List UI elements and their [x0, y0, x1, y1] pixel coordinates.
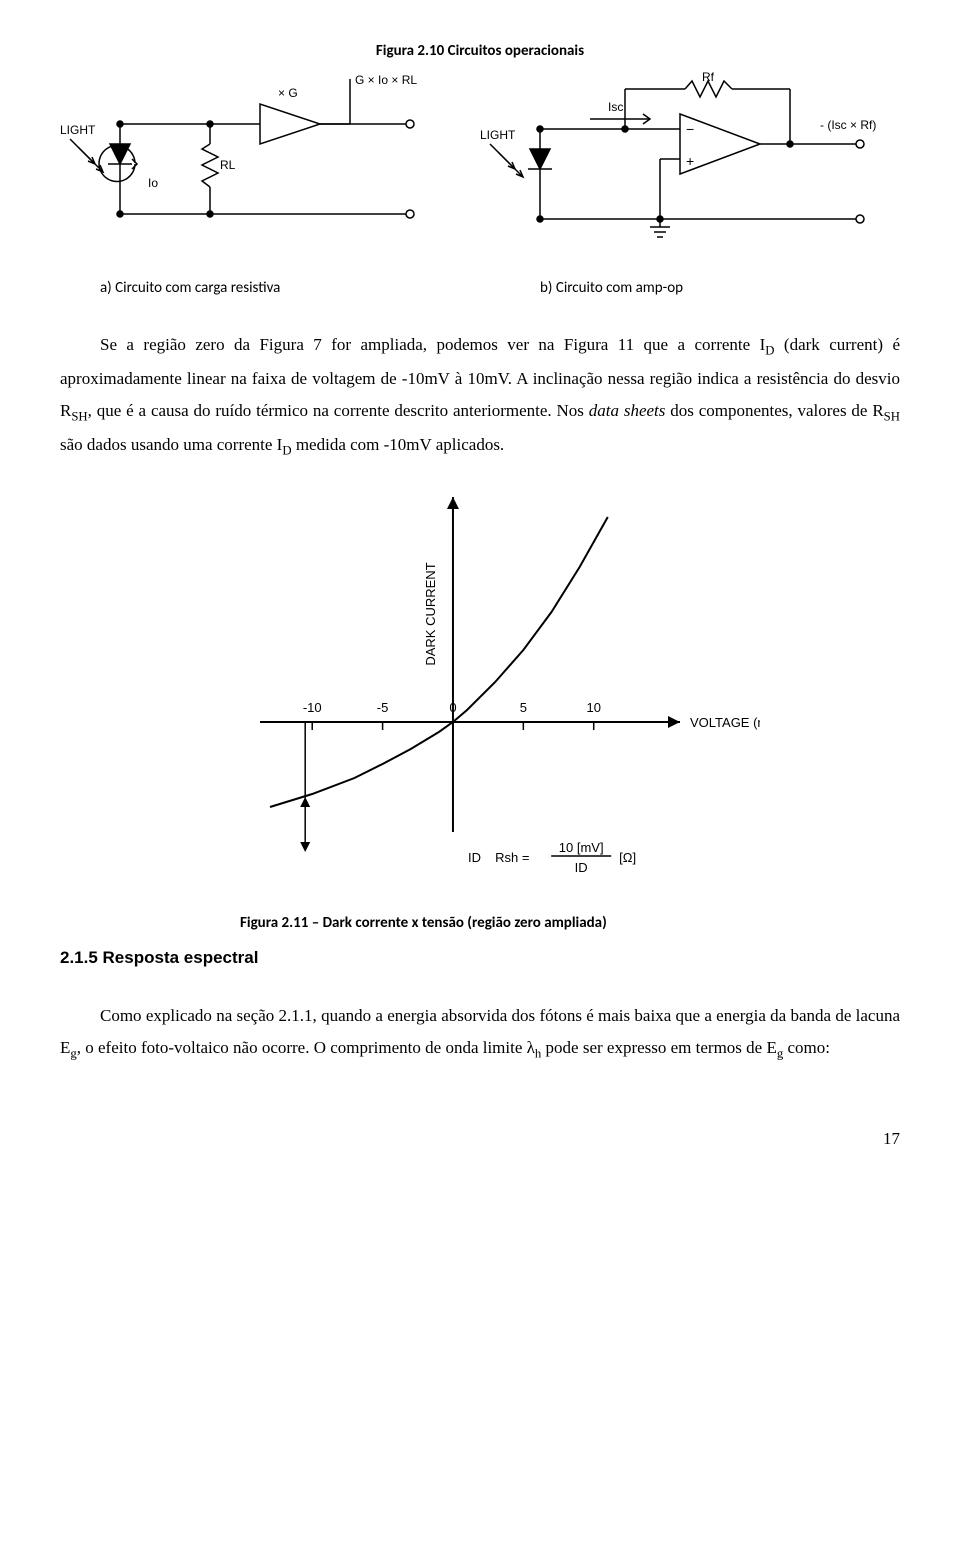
- rl-label: RL: [220, 158, 236, 172]
- p1-s2: SH: [71, 409, 87, 423]
- svg-text:-10: -10: [303, 700, 322, 715]
- svg-text:+: +: [686, 153, 694, 169]
- chart-area: -10 -5 0 5 10 DARK CURRENT VOLTAGE (mV) ID Rsh =…: [60, 482, 900, 902]
- caption-b: b) Circuito com amp-op: [460, 277, 900, 300]
- figure-1-title: Figura 2.10 Circuitos operacionais: [60, 40, 900, 63]
- caption-a: a) Circuito com carga resistiva: [60, 277, 460, 300]
- fig1-captions: a) Circuito com carga resistiva b) Circu…: [60, 277, 900, 300]
- dark-current-chart: -10 -5 0 5 10 DARK CURRENT VOLTAGE (mV) ID Rsh =…: [200, 482, 760, 902]
- svg-text:[Ω]: [Ω]: [619, 850, 636, 865]
- io-label: Io: [148, 176, 158, 190]
- p1-t3: , que é a causa do ruído térmico na corr…: [88, 401, 589, 420]
- figure-2-caption: Figura 2.11 – Dark corrente x tensão (re…: [240, 912, 900, 935]
- out-label-b: - (Isc × Rf): [820, 118, 876, 132]
- svg-text:VOLTAGE (mV): VOLTAGE (mV): [690, 715, 760, 730]
- circuit-a: LIGHT Io RL × G G × Io × RL: [60, 69, 480, 247]
- out-label-a: G × Io × RL: [355, 73, 417, 87]
- svg-text:DARK CURRENT: DARK CURRENT: [423, 562, 438, 665]
- circuit-b: − + LIGHT Isc Rf: [480, 69, 900, 247]
- p2-t2: , o efeito foto-voltaico não ocorre. O c…: [77, 1038, 535, 1057]
- svg-text:0: 0: [449, 700, 456, 715]
- isc-label: Isc: [608, 100, 623, 114]
- rf-label: Rf: [702, 70, 715, 84]
- light-label-a: LIGHT: [60, 123, 96, 137]
- svg-text:−: −: [686, 121, 694, 137]
- p1-t6: medida com -10mV aplicados.: [292, 435, 505, 454]
- paragraph-2: Como explicado na seção 2.1.1, quando a …: [60, 1000, 900, 1066]
- circuits-row: LIGHT Io RL × G G × Io × RL: [60, 69, 900, 247]
- page-number: 17: [60, 1126, 900, 1152]
- light-label-b: LIGHT: [480, 128, 516, 142]
- svg-text:10 [mV]: 10 [mV]: [559, 840, 604, 855]
- svg-text:Rsh =: Rsh =: [495, 850, 529, 865]
- svg-text:10: 10: [586, 700, 600, 715]
- svg-text:ID: ID: [468, 850, 481, 865]
- p1-italic: data sheets: [589, 401, 666, 420]
- svg-text:5: 5: [520, 700, 527, 715]
- circuit-a-svg: LIGHT Io RL × G G × Io × RL: [60, 69, 440, 239]
- p1-s3: SH: [884, 409, 900, 423]
- paragraph-1: Se a região zero da Figura 7 for ampliad…: [60, 329, 900, 462]
- circuit-b-svg: − + LIGHT Isc Rf: [480, 69, 900, 239]
- p2-t4: como:: [783, 1038, 830, 1057]
- gain-label: × G: [278, 86, 298, 100]
- section-heading: 2.1.5 Resposta espectral: [60, 945, 900, 971]
- p1-t4: dos componentes, valores de R: [665, 401, 883, 420]
- p1-s4: D: [282, 443, 291, 457]
- svg-text:-5: -5: [377, 700, 389, 715]
- p1-t5: são dados usando uma corrente I: [60, 435, 282, 454]
- svg-text:ID: ID: [575, 860, 588, 875]
- p1-t1: Se a região zero da Figura 7 for ampliad…: [100, 335, 765, 354]
- p2-t3: pode ser expresso em termos de E: [541, 1038, 777, 1057]
